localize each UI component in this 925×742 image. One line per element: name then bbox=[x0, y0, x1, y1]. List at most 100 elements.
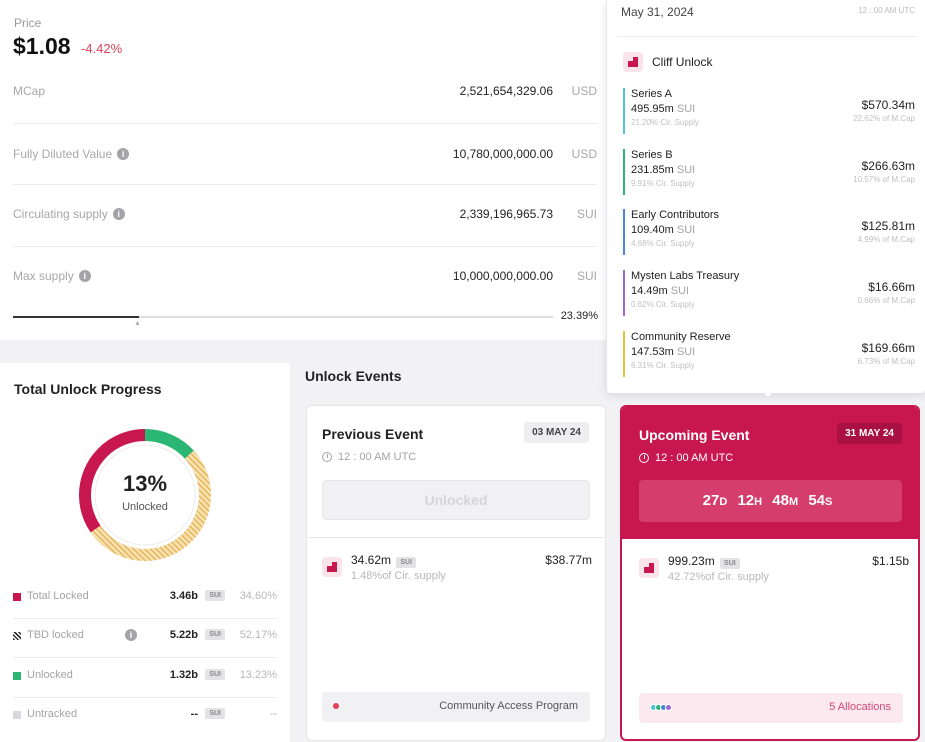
legend-percent: 52.17% bbox=[239, 629, 277, 641]
allocation-mcap: 22.62% of M.Cap bbox=[853, 114, 915, 123]
clock-icon bbox=[322, 452, 332, 462]
allocation-name: Community Reserve bbox=[631, 331, 731, 343]
allocation-unit: SUI bbox=[670, 285, 690, 297]
allocation-unit: SUI bbox=[676, 164, 696, 176]
event-allocation-footer[interactable]: Community Access Program bbox=[322, 692, 590, 722]
metric-label: MCap bbox=[13, 84, 46, 98]
donut-inner-ring bbox=[94, 444, 196, 546]
allocation-mcap: 6.73% of M.Cap bbox=[857, 357, 915, 366]
allocation-usd: $125.81m bbox=[861, 219, 915, 233]
tooltip-allocation-item: Series A 495.95m SUI 21.20% Cir. Supply $57… bbox=[623, 88, 919, 134]
divider bbox=[13, 697, 277, 698]
tooltip-time: 12 : 00 AM UTC bbox=[858, 6, 915, 15]
metric-max-supply: Max supply i 10,000,000,000.00 SUI bbox=[13, 269, 597, 289]
legend-percent: 13.23% bbox=[239, 669, 277, 681]
countdown-hours: 12 bbox=[737, 492, 755, 509]
event-name: Previous Event bbox=[322, 426, 424, 442]
cliff-unlock-icon bbox=[322, 557, 342, 577]
tooltip-caret bbox=[762, 391, 774, 397]
cliff-unlock-icon bbox=[623, 52, 643, 72]
info-icon[interactable]: i bbox=[112, 208, 125, 220]
tooltip-allocation-item: Community Reserve 147.53m SUI 6.31% Cir. S… bbox=[623, 331, 919, 377]
donut-segment-tbd-locked[interactable] bbox=[79, 429, 211, 561]
allocation-unit: SUI bbox=[676, 224, 696, 236]
donut-segment-total-locked[interactable] bbox=[79, 429, 211, 561]
allocation-name: Community Access Program bbox=[439, 700, 578, 712]
allocation-circ-supply: 9.91% Cir. Supply bbox=[631, 179, 695, 188]
tooltip-header-label: Cliff Unlock bbox=[652, 55, 713, 69]
legend-value: 3.46b bbox=[169, 590, 198, 602]
divider bbox=[13, 123, 597, 124]
metric-unit: SUI bbox=[576, 207, 597, 221]
metric-value: 10,000,000,000.00 bbox=[452, 269, 553, 283]
metric-circulating-supply: Circulating supply i 2,339,196,965.73 SUI bbox=[13, 207, 597, 227]
allocation-circ-supply: 6.31% Cir. Supply bbox=[631, 361, 695, 370]
countdown-minutes-unit: M bbox=[788, 496, 799, 508]
donut-center: 13% Unlocked bbox=[78, 471, 212, 513]
event-circ-supply: 42.72%of Cir. supply bbox=[668, 571, 769, 583]
info-icon[interactable]: i bbox=[117, 148, 130, 160]
allocation-dot-icon bbox=[333, 703, 339, 709]
token-metrics-card: Price $1.08 -4.42% MCap 2,521,654,329.06… bbox=[0, 0, 606, 340]
metric-unit: USD bbox=[571, 147, 597, 161]
allocation-usd: $570.34m bbox=[861, 98, 915, 112]
supply-progress-bar bbox=[13, 316, 553, 318]
token-pill: SUI bbox=[205, 708, 225, 719]
metric-value: 2,521,654,329.06 bbox=[459, 84, 553, 98]
price-value: $1.08 bbox=[13, 33, 71, 59]
unlock-tooltip: May 31, 2024 12 : 00 AM UTC Cliff Unlock… bbox=[607, 0, 925, 393]
allocation-name: Early Contributors bbox=[631, 209, 720, 221]
allocation-amount: 14.49m bbox=[631, 285, 668, 297]
allocation-color-bar bbox=[623, 209, 625, 255]
allocation-amount: 147.53m bbox=[631, 346, 674, 358]
legend-row: Total Locked 3.46b SUI 34.60% bbox=[13, 589, 277, 609]
legend-value: 5.22b bbox=[169, 629, 198, 641]
allocation-circ-supply: 21.20% Cir. Supply bbox=[631, 118, 700, 127]
event-usd-value: $38.77m bbox=[545, 553, 592, 567]
allocation-name: Series B bbox=[631, 149, 673, 161]
info-icon[interactable]: i bbox=[125, 629, 137, 641]
legend-label: Untracked bbox=[27, 708, 78, 720]
event-circ-supply: 1.48%of Cir. supply bbox=[351, 570, 446, 582]
price-label: Price bbox=[14, 16, 42, 30]
allocation-dots-icon bbox=[650, 704, 672, 711]
event-allocation-row: 999.23m SUI 42.72%of Cir. supply $1.15b bbox=[639, 554, 909, 594]
upcoming-event-card[interactable]: Upcoming Event 31 MAY 24 12 : 00 AM UTC … bbox=[620, 405, 920, 741]
metric-label: Max supply bbox=[13, 269, 74, 283]
legend-swatch bbox=[13, 672, 21, 680]
unlock-donut-chart bbox=[79, 429, 211, 561]
allocations-count: 5 Allocations bbox=[829, 701, 891, 713]
divider bbox=[13, 618, 277, 619]
legend-row: Unlocked 1.32b SUI 13.23% bbox=[13, 668, 277, 688]
metric-label: Fully Diluted Value bbox=[13, 147, 113, 161]
supply-progress-percent: 23.39% bbox=[560, 310, 598, 322]
allocation-color-bar bbox=[623, 331, 625, 377]
unlock-progress-title: Total Unlock Progress bbox=[14, 381, 162, 397]
clock-icon bbox=[639, 453, 649, 463]
event-time: 12 : 00 AM UTC bbox=[322, 451, 416, 463]
tooltip-allocation-item: Mysten Labs Treasury 14.49m SUI 0.62% Cir.… bbox=[623, 270, 919, 316]
unlocked-status-button[interactable]: Unlocked bbox=[322, 480, 590, 520]
event-time-label: 12 : 00 AM UTC bbox=[655, 452, 734, 464]
event-time-label: 12 : 00 AM UTC bbox=[338, 451, 417, 463]
allocation-usd: $169.66m bbox=[861, 341, 915, 355]
cliff-unlock-icon bbox=[639, 558, 659, 578]
countdown-hours-unit: H bbox=[754, 496, 763, 508]
legend-row: TBD locked i 5.22b SUI 52.17% bbox=[13, 628, 277, 648]
countdown-seconds-unit: S bbox=[825, 496, 833, 508]
legend-swatch bbox=[13, 711, 21, 719]
tooltip-allocation-item: Early Contributors 109.40m SUI 4.68% Cir. … bbox=[623, 209, 919, 255]
allocation-color-bar bbox=[623, 149, 625, 195]
countdown-timer: 27D 12H 48M 54S bbox=[639, 480, 902, 522]
event-allocation-footer[interactable]: 5 Allocations bbox=[639, 693, 903, 723]
info-icon[interactable]: i bbox=[78, 270, 91, 282]
metric-mcap: MCap 2,521,654,329.06 USD bbox=[13, 84, 597, 104]
event-amount: 999.23m bbox=[668, 554, 715, 568]
legend-percent: -- bbox=[269, 708, 277, 720]
previous-event-card[interactable]: Previous Event 03 MAY 24 12 : 00 AM UTC … bbox=[306, 405, 606, 741]
allocation-usd: $266.63m bbox=[861, 159, 915, 173]
allocation-mcap: 0.66% of M.Cap bbox=[857, 296, 915, 305]
token-pill: SUI bbox=[205, 590, 225, 601]
allocation-name: Series A bbox=[631, 88, 672, 100]
event-time: 12 : 00 AM UTC bbox=[639, 452, 733, 464]
